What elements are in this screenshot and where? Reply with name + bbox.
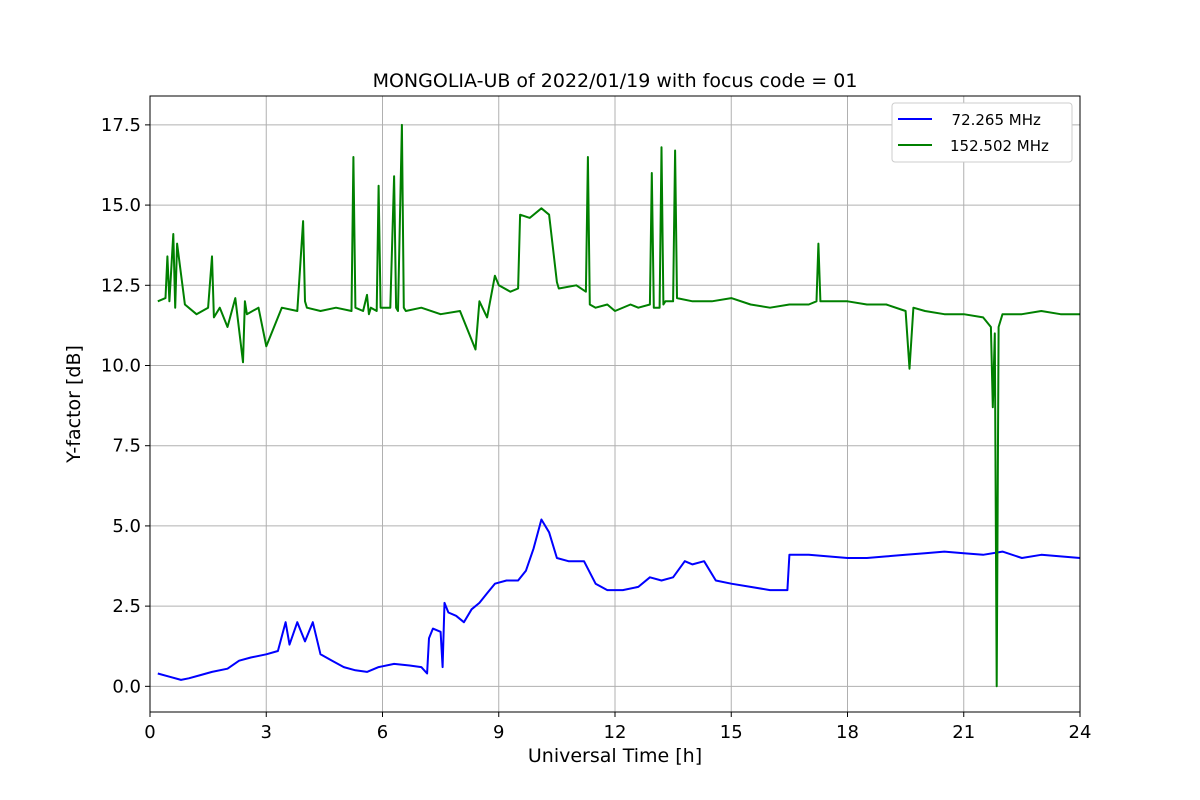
grid <box>149 96 1081 712</box>
series-152mhz-line <box>157 123 1080 688</box>
legend-box <box>891 102 1073 163</box>
y-tick-label: 5.0 <box>112 516 141 537</box>
x-axis: 0 3 6 9 12 15 18 21 24 <box>144 712 1091 743</box>
series-72mhz-line <box>157 518 1081 681</box>
chart-title: MONGOLIA-UB of 2022/01/19 with focus cod… <box>373 70 858 92</box>
legend-label-72mhz: 72.265 MHz <box>942 111 1041 129</box>
x-axis-label: Universal Time [h] <box>528 745 702 767</box>
legend: 72.265 MHz 152.502 MHz <box>891 102 1073 163</box>
x-tick-label: 12 <box>604 722 627 743</box>
y-tick-label: 7.5 <box>112 436 141 457</box>
x-tick-label: 0 <box>144 722 155 743</box>
x-tick-label: 21 <box>952 722 975 743</box>
y-axis: 0.0 2.5 5.0 7.5 10.0 12.5 15.0 17.5 <box>101 115 150 697</box>
y-tick-label: 15.0 <box>101 195 141 216</box>
y-tick-label: 12.5 <box>101 275 141 296</box>
x-tick-label: 24 <box>1069 722 1092 743</box>
series-layer <box>157 123 1081 688</box>
x-tick-label: 3 <box>261 722 272 743</box>
x-tick-label: 9 <box>493 722 504 743</box>
x-tick-label: 18 <box>836 722 859 743</box>
y-tick-label: 2.5 <box>112 596 141 617</box>
x-tick-label: 6 <box>377 722 388 743</box>
y-axis-label: Y-factor [dB] <box>63 345 85 464</box>
x-tick-label: 15 <box>720 722 743 743</box>
y-tick-label: 17.5 <box>101 115 141 136</box>
y-tick-label: 10.0 <box>101 356 141 377</box>
legend-label-152mhz: 152.502 MHz <box>950 137 1049 155</box>
y-tick-label: 0.0 <box>112 676 141 697</box>
